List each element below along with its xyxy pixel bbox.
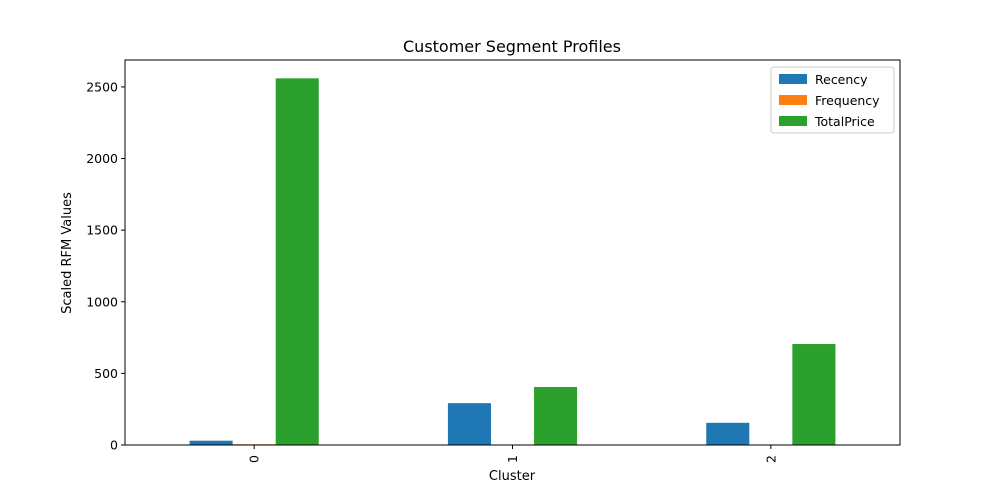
x-axis-ticks: 0 1 2 bbox=[247, 445, 778, 463]
legend-swatch-frequency bbox=[779, 95, 807, 105]
x-tick-label: 0 bbox=[247, 455, 262, 463]
y-tick-label: 500 bbox=[94, 366, 118, 381]
bars-group bbox=[189, 78, 836, 445]
y-tick-label: 1500 bbox=[86, 223, 118, 238]
y-tick-label: 1000 bbox=[86, 294, 118, 309]
chart-title: Customer Segment Profiles bbox=[403, 37, 621, 56]
bar-recency-cluster-0 bbox=[189, 440, 233, 445]
legend-label-recency: Recency bbox=[815, 72, 868, 87]
y-tick-label: 2000 bbox=[86, 151, 118, 166]
legend-swatch-recency bbox=[779, 74, 807, 84]
legend-swatch-totalprice bbox=[779, 116, 807, 126]
legend-label-totalprice: TotalPrice bbox=[814, 114, 875, 129]
y-axis-ticks: 0 500 1000 1500 2000 2500 bbox=[86, 79, 125, 453]
y-tick-label: 2500 bbox=[86, 79, 118, 94]
y-tick-label: 0 bbox=[110, 438, 118, 453]
bar-recency-cluster-2 bbox=[706, 422, 750, 445]
legend: Recency Frequency TotalPrice bbox=[770, 66, 895, 134]
y-axis-label: Scaled RFM Values bbox=[60, 192, 75, 314]
bar-totalprice-cluster-2 bbox=[792, 344, 836, 445]
bar-totalprice-cluster-0 bbox=[275, 78, 319, 445]
bar-recency-cluster-1 bbox=[447, 403, 491, 445]
x-axis-label: Cluster bbox=[489, 469, 536, 484]
bar-totalprice-cluster-1 bbox=[534, 386, 578, 445]
legend-label-frequency: Frequency bbox=[815, 93, 880, 108]
plot-frame bbox=[124, 59, 901, 446]
x-tick-label: 2 bbox=[763, 455, 778, 463]
x-tick-label: 1 bbox=[505, 455, 520, 463]
